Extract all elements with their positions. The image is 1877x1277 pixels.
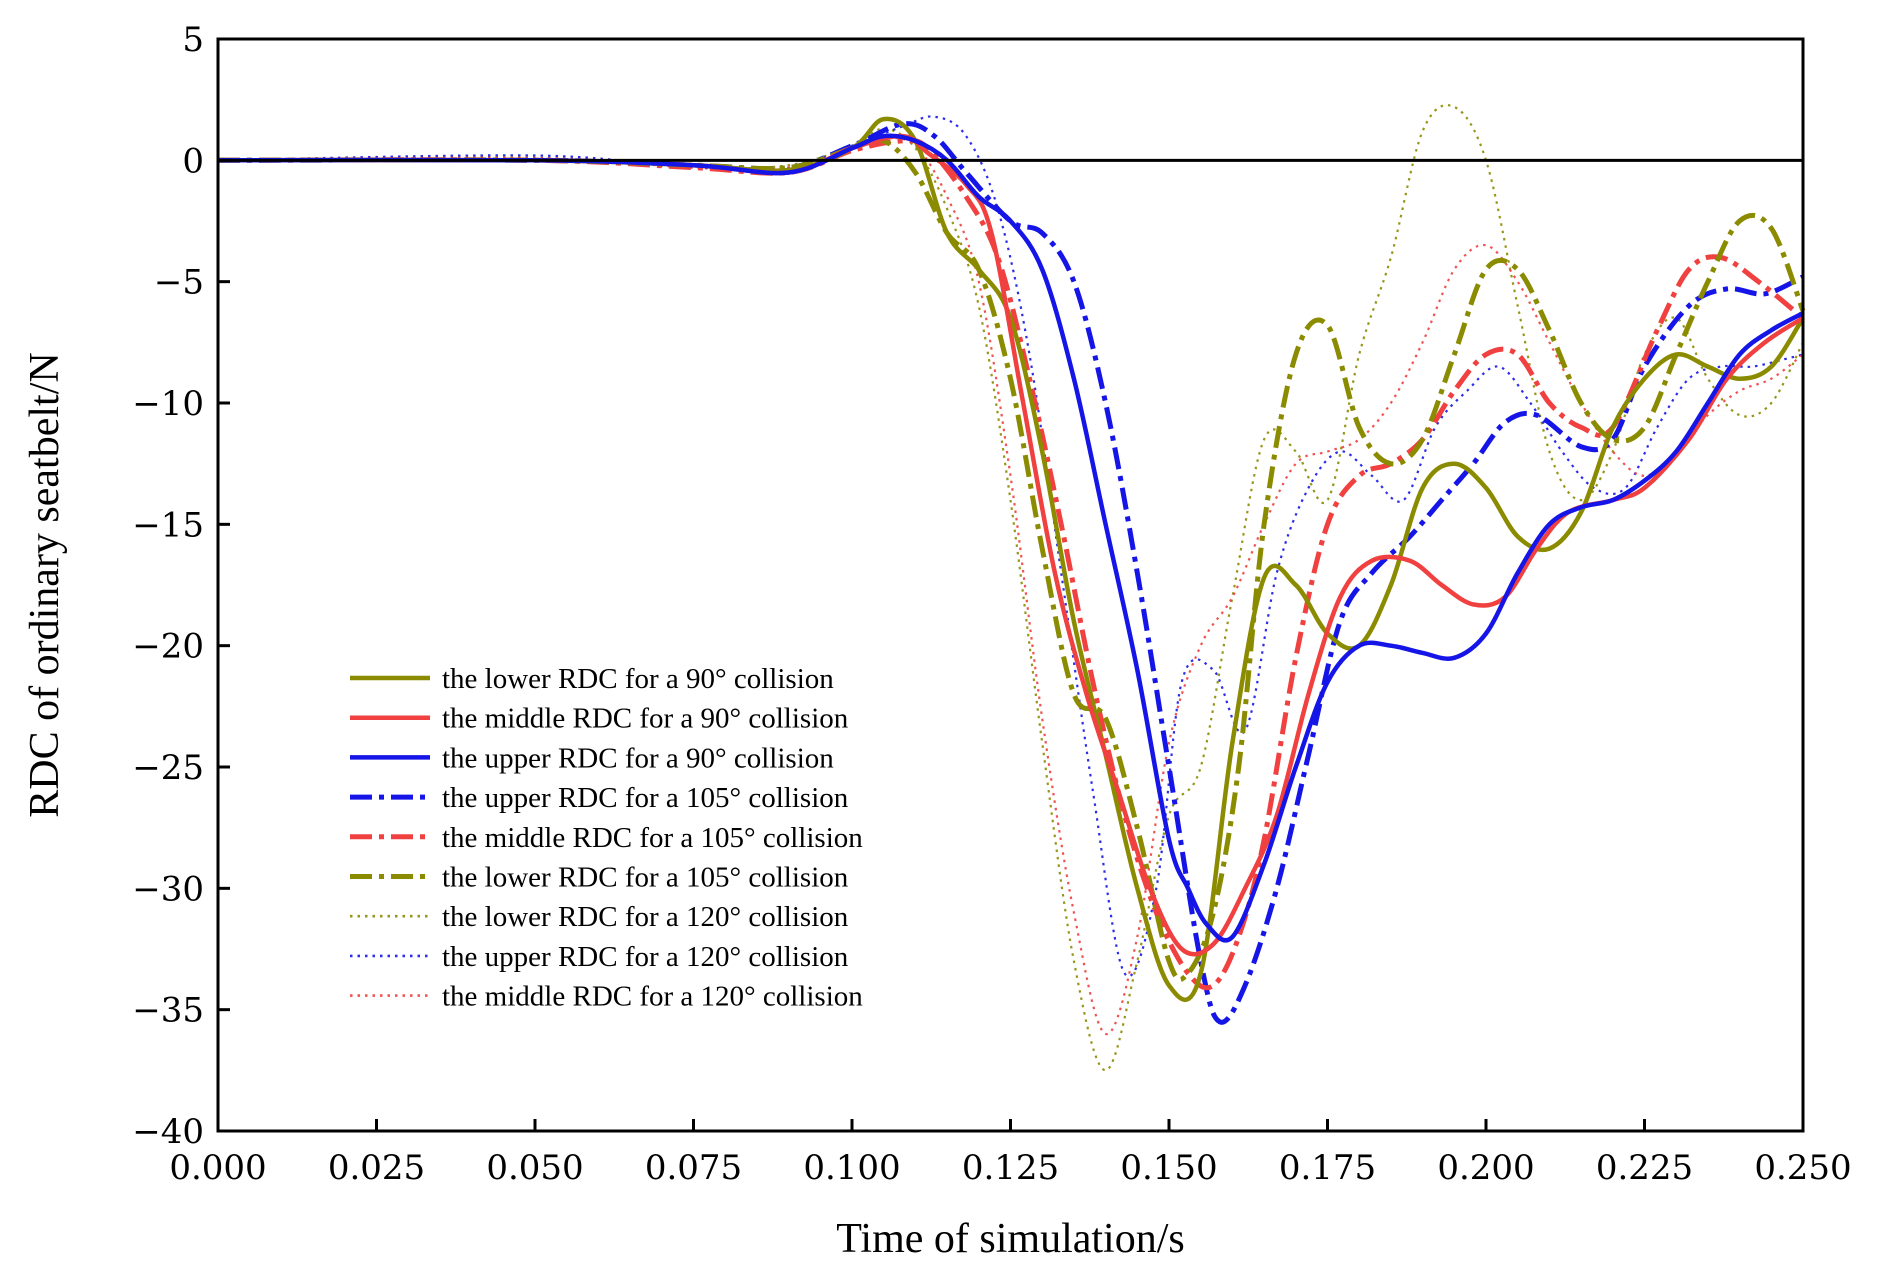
- legend-label: the lower RDC for a 90° collision: [442, 663, 834, 695]
- axis-tick-labels: 0.000 0.025 0.050 0.075 0.100 0.125 0.150 0.175…: [132, 20, 1851, 1188]
- y-tick-label: −5: [154, 263, 204, 303]
- y-tick-label: −35: [132, 991, 204, 1031]
- x-axis-title: Time of simulation/s: [836, 1216, 1185, 1262]
- y-tick-label: 5: [182, 20, 204, 60]
- y-tick-label: −15: [132, 505, 204, 545]
- series-line: [217, 115, 1804, 978]
- legend-label: the upper RDC for a 90° collision: [442, 742, 834, 774]
- x-tick-label: 0.075: [645, 1148, 742, 1188]
- x-tick-label: 0.225: [1596, 1148, 1693, 1188]
- series-line: [217, 116, 1805, 1002]
- x-tick-label: 0.250: [1754, 1148, 1851, 1188]
- y-tick-label: −40: [132, 1112, 204, 1152]
- y-tick-label: −10: [132, 384, 204, 424]
- y-tick-label: 0: [182, 141, 204, 181]
- legend: the lower RDC for a 90° collision the mid…: [350, 663, 863, 1013]
- legend-label: the lower RDC for a 105° collision: [442, 862, 849, 894]
- x-tick-label: 0.125: [962, 1148, 1059, 1188]
- y-tick-label: −30: [132, 869, 204, 909]
- y-axis-title: RDC of ordinary seatbelt/N: [22, 352, 68, 817]
- series-line: [217, 136, 1804, 1036]
- legend-label: the middle RDC for a 90° collision: [442, 703, 849, 735]
- x-tick-label: 0.150: [1120, 1148, 1217, 1188]
- legend-label: the upper RDC for a 105° collision: [442, 782, 849, 814]
- series-line: [217, 121, 1805, 1025]
- x-tick-label: 0.175: [1279, 1148, 1376, 1188]
- y-tick-label: −20: [132, 627, 204, 667]
- y-tick-label: −25: [132, 748, 204, 788]
- x-tick-label: 0.025: [328, 1148, 425, 1188]
- legend-label: the middle RDC for a 120° collision: [442, 981, 863, 1013]
- legend-label: the upper RDC for a 120° collision: [442, 941, 849, 973]
- legend-label: the lower RDC for a 120° collision: [442, 901, 849, 933]
- x-tick-label: 0.200: [1437, 1148, 1534, 1188]
- axis-ticks: [216, 37, 1805, 1133]
- x-tick-label: 0.050: [486, 1148, 583, 1188]
- series-layer: [217, 104, 1806, 1072]
- x-tick-label: 0.100: [803, 1148, 900, 1188]
- legend-label: the middle RDC for a 105° collision: [442, 822, 863, 854]
- x-tick-label: 0.000: [169, 1148, 266, 1188]
- series-line: [217, 133, 1805, 943]
